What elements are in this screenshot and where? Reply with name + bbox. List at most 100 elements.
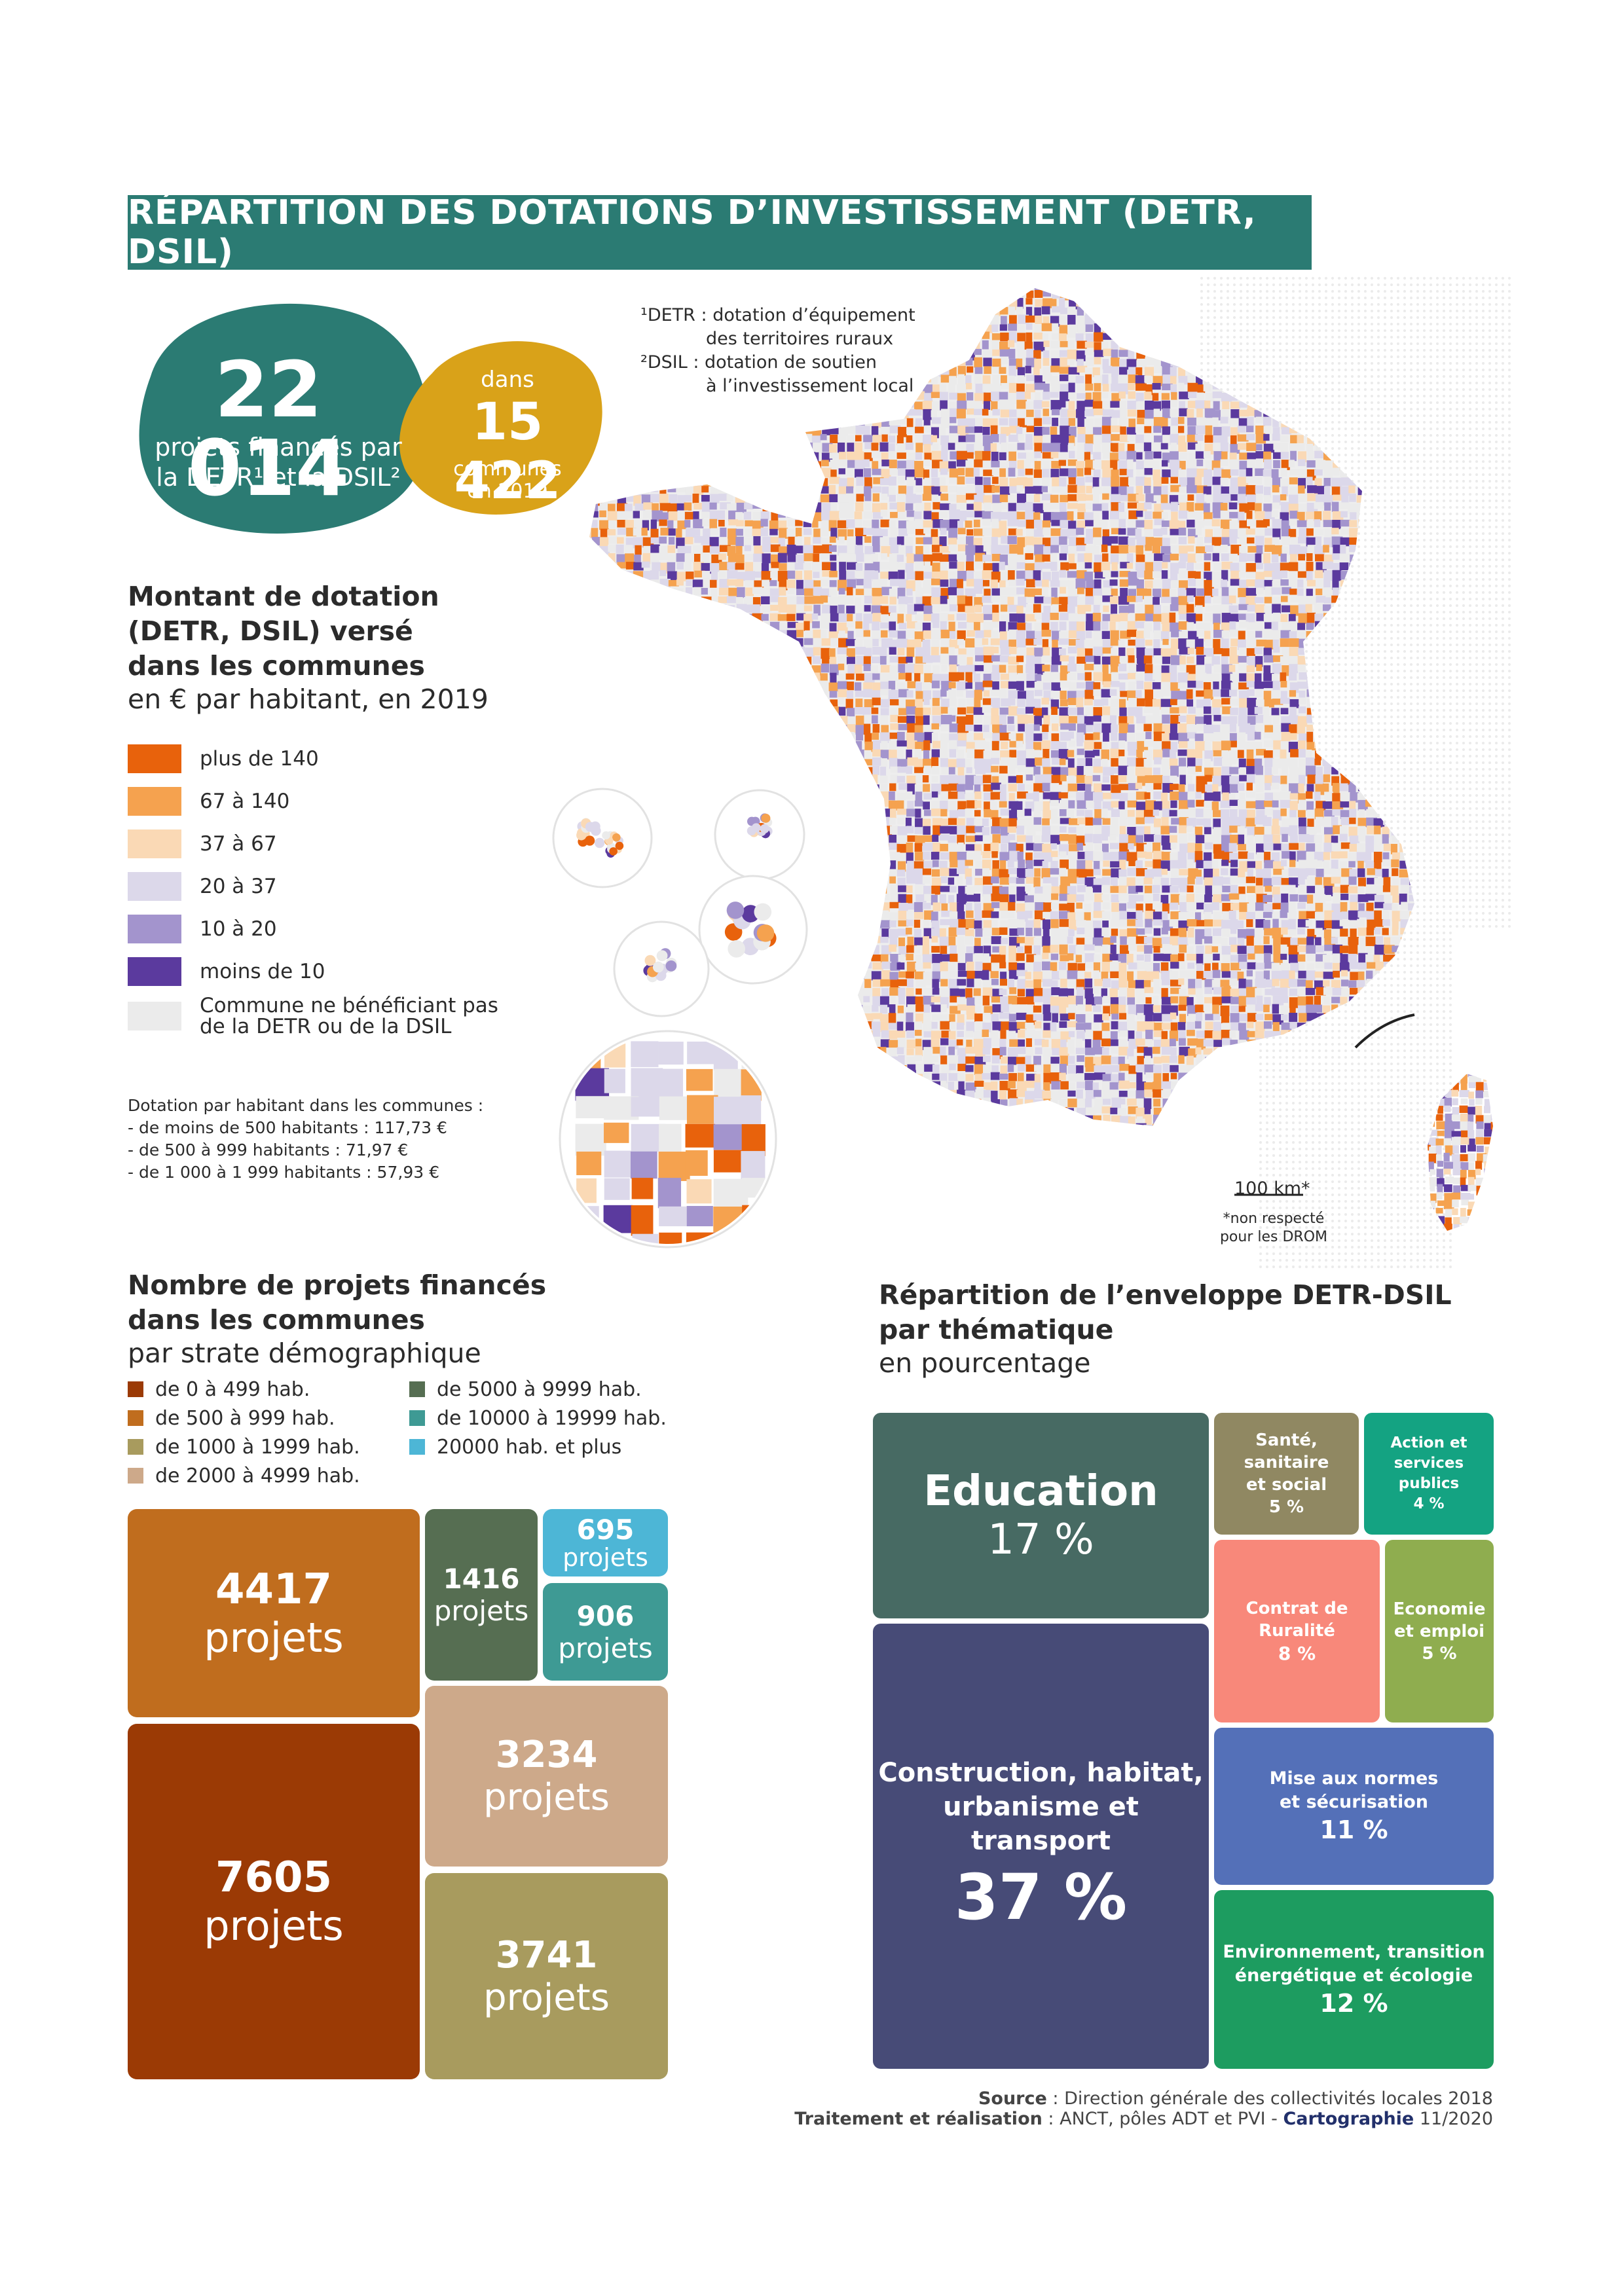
commune-cell <box>1034 451 1041 458</box>
commune-cell <box>1247 452 1256 460</box>
commune-cell <box>1086 579 1096 591</box>
commune-cell <box>589 288 592 289</box>
commune-cell <box>1221 579 1228 588</box>
commune-cell <box>948 538 957 545</box>
commune-cell <box>957 366 967 376</box>
commune-cell <box>1195 425 1207 435</box>
commune-cell <box>1297 511 1305 522</box>
commune-cell <box>958 289 965 299</box>
commune-cell <box>617 519 626 528</box>
commune-cell <box>864 647 872 658</box>
commune-cell <box>803 519 812 528</box>
commune-cell <box>949 664 957 674</box>
commune-cell <box>668 384 676 392</box>
commune-cell <box>1052 673 1063 680</box>
commune-cell <box>711 333 718 345</box>
commune-cell <box>693 359 701 367</box>
commune-cell <box>770 357 777 367</box>
commune-cell <box>898 485 907 496</box>
commune-cell <box>967 630 975 637</box>
commune-cell <box>1085 426 1094 435</box>
commune-cell <box>872 468 881 475</box>
commune-cell <box>1060 545 1070 555</box>
commune-cell <box>958 349 965 357</box>
commune-cell <box>880 596 889 604</box>
commune-cell <box>599 469 608 480</box>
commune-cell <box>761 392 769 403</box>
commune-cell <box>983 674 992 682</box>
commune-cell <box>1238 690 1249 699</box>
commune-cell <box>1297 665 1306 672</box>
commune-cell <box>1058 460 1066 466</box>
commune-cell <box>1297 588 1304 596</box>
commune-cell <box>1195 520 1205 528</box>
commune-cell <box>1128 418 1135 429</box>
commune-cell <box>1194 638 1204 649</box>
commune-cell <box>685 596 692 605</box>
commune-cell <box>589 529 591 538</box>
commune-cell <box>693 383 701 395</box>
commune-cell <box>932 501 940 510</box>
commune-cell <box>1213 451 1223 462</box>
commune-cell <box>1111 647 1118 656</box>
commune-cell <box>931 613 940 623</box>
commune-cell <box>777 443 789 452</box>
commune-cell <box>608 682 618 691</box>
commune-cell <box>719 468 729 476</box>
commune-cell <box>668 647 679 655</box>
commune-cell <box>1179 647 1190 655</box>
commune-cell <box>1177 298 1185 306</box>
commune-cell <box>1016 341 1025 352</box>
commune-cell <box>1306 571 1313 581</box>
commune-cell <box>880 579 888 589</box>
commune-cell <box>923 572 934 579</box>
commune-cell <box>1145 664 1153 675</box>
commune-cell <box>626 433 638 443</box>
commune-cell <box>991 536 998 546</box>
commune-cell <box>1084 288 1092 292</box>
commune-cell <box>889 596 896 605</box>
commune-cell <box>845 391 853 401</box>
commune-cell <box>1067 314 1076 325</box>
commune-cell <box>1230 682 1240 692</box>
commune-cell <box>1161 503 1171 510</box>
map-legend-title-2: (DETR, DSIL) versé <box>128 615 413 647</box>
commune-cell <box>720 418 731 428</box>
commune-cell <box>709 399 719 410</box>
commune-cell <box>591 323 600 333</box>
commune-cell <box>677 588 684 599</box>
commune-cell <box>1127 434 1136 442</box>
commune-cell <box>837 520 848 528</box>
commune-cell <box>652 562 661 572</box>
commune-cell <box>779 384 786 392</box>
commune-cell <box>1016 493 1027 503</box>
commune-cell <box>1136 698 1145 706</box>
commune-cell <box>762 553 771 564</box>
commune-cell <box>762 691 772 699</box>
commune-cell <box>855 699 863 708</box>
commune-cell <box>1094 350 1104 357</box>
commune-cell <box>855 570 866 578</box>
commune-cell <box>778 494 785 505</box>
commune-cell <box>829 366 839 373</box>
commune-cell <box>1186 689 1193 699</box>
commune-cell <box>1118 596 1130 605</box>
legend-item-none: Commune ne bénéficiant pas de la DETR ou… <box>128 993 498 1040</box>
commune-cell <box>720 341 726 350</box>
commune-cell <box>1119 682 1126 692</box>
commune-cell <box>830 323 840 333</box>
commune-cell <box>769 613 781 621</box>
commune-cell <box>624 672 633 681</box>
commune-cell <box>1025 690 1034 701</box>
commune-cell <box>1179 545 1188 556</box>
commune-cell <box>1084 689 1094 700</box>
commune-cell <box>796 391 807 399</box>
commune-cell <box>1077 417 1086 428</box>
commune-cell <box>770 391 779 398</box>
commune-cell <box>685 323 693 331</box>
commune-cell <box>1280 691 1287 701</box>
commune-cell <box>1058 638 1070 645</box>
commune-cell <box>991 401 998 410</box>
commune-cell <box>1264 511 1275 520</box>
commune-cell <box>1272 502 1280 509</box>
